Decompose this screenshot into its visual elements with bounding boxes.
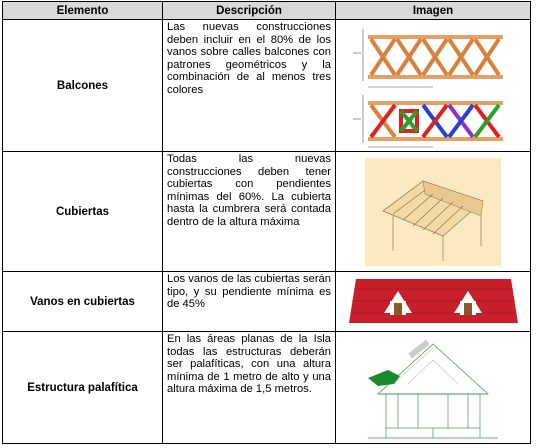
balcony-image	[353, 28, 503, 147]
image-cell	[335, 19, 531, 152]
header-cell: Descripción	[162, 1, 336, 20]
element-cell: Vanos en cubiertas	[2, 271, 163, 332]
row: Vanos en cubiertas Los vanos de las cubi…	[2, 271, 531, 332]
header-row: Elemento Descripción Imagen	[2, 1, 531, 20]
image-cell	[335, 271, 531, 332]
row: Balcones Las nuevas construcciones deben…	[2, 19, 531, 152]
norms-table: Elemento Descripción Imagen Balcones Las…	[2, 1, 531, 444]
row: Cubiertas Todas las nuevas construccione…	[2, 151, 531, 272]
image-cell	[335, 151, 531, 272]
element-cell: Balcones	[2, 19, 163, 152]
header-cell: Imagen	[335, 1, 531, 20]
description-cell: Los vanos de las cubiertas serán tipo, y…	[162, 271, 336, 332]
stilt-house-image	[368, 339, 498, 438]
description-cell: En las áreas planas de la Isla todas las…	[162, 331, 336, 444]
image-cell	[335, 331, 531, 444]
description-cell: Las nuevas construcciones deben incluir …	[162, 19, 336, 152]
roof-image	[365, 157, 501, 266]
header-cell: Elemento	[2, 1, 163, 20]
row: Estructura palafítica En las áreas plana…	[2, 331, 531, 444]
element-cell: Estructura palafítica	[2, 331, 163, 444]
dormer-roof-image	[348, 278, 518, 323]
description-cell: Todas las nuevas construcciones deben te…	[162, 151, 336, 272]
element-cell: Cubiertas	[2, 151, 163, 272]
